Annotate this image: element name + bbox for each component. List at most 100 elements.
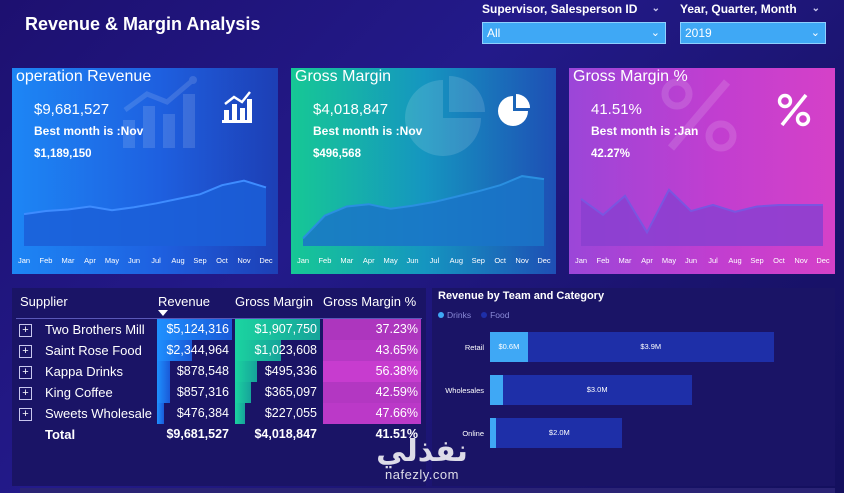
period-filter[interactable]: Year, Quarter, Month ⌄ 2019 ⌄ [680, 0, 826, 44]
drinks-bar[interactable] [490, 375, 503, 405]
month-tick-label: Oct [773, 256, 786, 265]
food-bar[interactable]: $3.9M [527, 332, 774, 362]
revenue-databar [157, 403, 164, 424]
header-gross-margin-pct[interactable]: Gross Margin % [323, 294, 417, 309]
card-title: Gross Margin % [573, 68, 688, 85]
pct-cell: 43.65% [323, 340, 421, 361]
bar-chart-icon [222, 91, 252, 123]
margin-value: $495,336 [264, 364, 317, 378]
month-tick-label: Sep [472, 256, 485, 265]
supplier-name: Saint Rose Food [45, 343, 142, 358]
pct-cell: 56.38% [323, 361, 421, 382]
pct-cell: 37.23% [323, 319, 421, 340]
revenue-card: operation Revenue $9,681,527 Best month … [12, 68, 278, 274]
total-margin-text: $4,018,847 [254, 427, 317, 441]
month-tick-label: Jun [685, 256, 697, 265]
month-tick-label: Apr [363, 256, 375, 265]
food-bar[interactable]: $3.0M [502, 375, 692, 405]
legend-item-drinks[interactable]: Drinks [438, 310, 471, 320]
card-value: 41.51% [591, 101, 642, 118]
pct-databar [323, 340, 421, 361]
drinks-bar[interactable]: $0.6M [490, 332, 528, 362]
area-line [580, 188, 823, 235]
team-category-chart: Revenue by Team and Category Drinks Food… [432, 288, 835, 486]
month-tick-label: Apr [641, 256, 653, 265]
expand-icon[interactable]: + [19, 408, 32, 421]
month-tick-label: May [384, 256, 398, 265]
revenue-cell: $5,124,316 [157, 319, 232, 340]
chevron-down-icon[interactable]: ⌄ [651, 3, 660, 14]
legend-label: Drinks [447, 310, 472, 320]
watermark-url: nafezly.com [385, 467, 459, 482]
pct-cell: 42.59% [323, 382, 421, 403]
revenue-databar [157, 319, 232, 340]
drinks-bar[interactable] [490, 418, 497, 448]
total-margin: $4,018,847 [235, 424, 320, 445]
area-line [302, 175, 545, 240]
percent-icon [777, 93, 811, 127]
table-row[interactable]: + Saint Rose Food $2,344,964 $1,023,608 43.6… [12, 340, 426, 361]
team-label: Online [462, 429, 484, 438]
bar-chart-background-icon [123, 76, 197, 148]
legend-dot [481, 312, 488, 318]
table-row[interactable]: + Two Brothers Mill $5,124,316 $1,907,750 37… [12, 319, 426, 340]
card-best-month: Best month is :Nov [34, 124, 144, 138]
margin-cell: $495,336 [235, 361, 320, 382]
month-tick-label: Nov [515, 256, 529, 265]
month-tick-label: Jun [406, 256, 418, 265]
month-tick-label: Aug [728, 256, 741, 265]
margin-cell: $227,055 [235, 403, 320, 424]
revenue-value: $2,344,964 [166, 343, 229, 357]
area-fill [24, 180, 266, 246]
month-tick-label: Nov [237, 256, 251, 265]
chevron-down-icon: ⌄ [810, 27, 820, 39]
total-pct-text: 41.51% [375, 427, 418, 441]
header-gross-margin[interactable]: Gross Margin [235, 294, 314, 309]
table-row[interactable]: + King Coffee $857,316 $365,097 42.59% [12, 382, 426, 403]
supervisor-filter[interactable]: Supervisor, Salesperson ID ⌄ All ⌄ [482, 0, 666, 44]
expand-icon[interactable]: + [19, 366, 32, 379]
pct-value: 43.65% [375, 343, 418, 357]
pct-databar [323, 382, 421, 403]
header-revenue[interactable]: Revenue [158, 294, 211, 309]
month-tick-label: Jan [575, 256, 587, 265]
sort-desc-icon[interactable] [158, 310, 168, 316]
revenue-value: $878,548 [176, 364, 229, 378]
area-fill [303, 176, 544, 246]
expand-icon[interactable]: + [19, 324, 32, 337]
card-value: $9,681,527 [34, 101, 110, 118]
period-dropdown[interactable]: 2019 ⌄ [680, 22, 826, 44]
percent-background-icon [661, 78, 737, 152]
horizontal-scrollbar[interactable] [20, 488, 835, 493]
watermark: نفذلي nafezly.com [372, 436, 472, 482]
team-chart-title: Revenue by Team and Category [438, 290, 605, 302]
chevron-down-icon[interactable]: ⌄ [811, 3, 820, 14]
legend-item-food[interactable]: Food [481, 310, 509, 320]
header-supplier[interactable]: Supplier [20, 294, 68, 309]
margin-cell: $1,907,750 [235, 319, 320, 340]
revenue-cell: $857,316 [157, 382, 232, 403]
total-pct: 41.51% [323, 424, 421, 445]
expand-icon[interactable]: + [19, 387, 32, 400]
card-best-value: $496,568 [313, 148, 361, 160]
supplier-name: King Coffee [45, 385, 113, 400]
table-row[interactable]: + Sweets Wholesale $476,384 $227,055 47.66% [12, 403, 426, 424]
supervisor-dropdown-value: All [487, 26, 501, 40]
chevron-down-icon: ⌄ [650, 27, 660, 39]
card-best-month: Best month is :Nov [313, 124, 423, 138]
month-tick-label: Apr [84, 256, 96, 265]
month-tick-label: Jul [430, 256, 440, 265]
revenue-value: $5,124,316 [166, 322, 229, 336]
table-row[interactable]: + Kappa Drinks $878,548 $495,336 56.38% [12, 361, 426, 382]
period-dropdown-value: 2019 [685, 26, 712, 40]
food-bar[interactable]: $2.0M [496, 418, 623, 448]
revenue-databar [157, 340, 192, 361]
expand-icon[interactable]: + [19, 345, 32, 358]
month-tick-label: Sep [193, 256, 206, 265]
month-tick-label: Mar [340, 256, 353, 265]
supervisor-dropdown[interactable]: All ⌄ [482, 22, 666, 44]
month-tick-label: Jul [151, 256, 161, 265]
month-tick-label: Sep [750, 256, 763, 265]
margin-value: $365,097 [264, 385, 317, 399]
gross-margin-pct-card: Gross Margin % 41.51% Best month is :Jan… [569, 68, 835, 274]
